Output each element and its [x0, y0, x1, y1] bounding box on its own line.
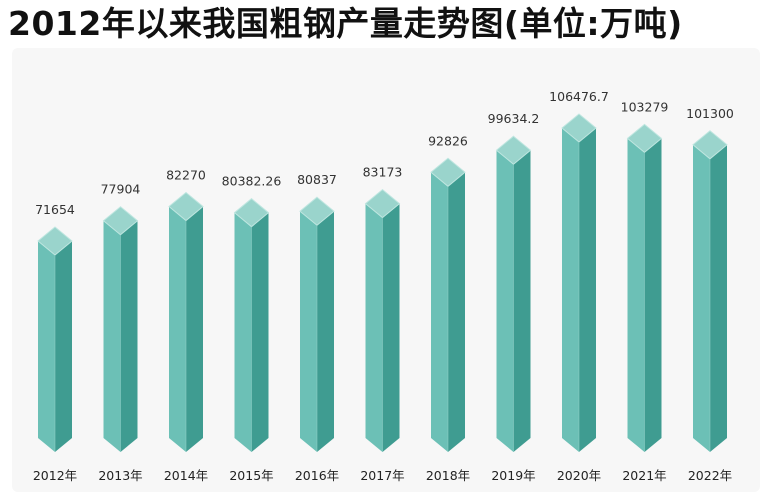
bar-side-face — [579, 128, 596, 452]
value-label: 80382.26 — [222, 174, 282, 189]
year-label: 2014年 — [164, 468, 208, 483]
bar-side-face — [120, 220, 138, 452]
year-label: 2019年 — [491, 468, 535, 483]
year-label: 2017年 — [360, 468, 404, 483]
bar-front-face — [562, 128, 579, 452]
year-labels-layer: 2012年 2013年 2014年 2015年 2016年 2017年 2018年 2019年… — [33, 468, 732, 483]
year-label: 2020年 — [557, 468, 601, 483]
bar-side-face — [251, 212, 269, 452]
value-label: 77904 — [101, 182, 141, 197]
bar-side-face — [710, 144, 727, 452]
year-label: 2016年 — [295, 468, 339, 483]
bar-2012年 — [37, 226, 73, 452]
bar-front-face — [300, 211, 317, 452]
bar-2019年 — [495, 135, 532, 452]
value-labels-layer: 71654 77904 82270 80382.26 80837 83173 92826 99… — [35, 89, 734, 217]
bar-side-face — [55, 241, 72, 452]
value-label: 101300 — [686, 106, 734, 121]
bar-front-face — [365, 203, 383, 452]
year-label: 2015年 — [229, 468, 273, 483]
bar-2015年 — [233, 198, 270, 452]
bar-2020年 — [561, 113, 597, 452]
bar-side-face — [513, 150, 531, 452]
value-label: 71654 — [35, 202, 75, 217]
bar-front-face — [103, 220, 121, 452]
value-label: 82270 — [166, 168, 206, 183]
bar-2014年 — [168, 191, 204, 452]
value-label: 80837 — [297, 172, 337, 187]
year-label: 2013年 — [98, 468, 142, 483]
year-label: 2012年 — [33, 468, 77, 483]
bar-side-face — [317, 211, 334, 452]
bar-front-face — [627, 138, 645, 452]
value-label: 106476.7 — [549, 89, 609, 104]
bar-2018年 — [430, 157, 466, 452]
year-label: 2022年 — [688, 468, 732, 483]
bar-side-face — [644, 138, 662, 452]
bars-layer — [37, 113, 728, 452]
value-label: 83173 — [363, 165, 403, 180]
bar-front-face — [169, 206, 186, 452]
value-label: 99634.2 — [488, 111, 540, 126]
chart-title: 2012年以来我国粗钢产量走势图(单位:万吨) — [8, 4, 683, 43]
bar-2016年 — [299, 196, 335, 452]
value-label: 92826 — [428, 133, 468, 148]
bar-front-face — [234, 212, 252, 452]
bar-side-face — [186, 206, 203, 452]
bar-side-face — [382, 203, 400, 452]
bar-front-face — [693, 144, 710, 452]
bar-side-face — [448, 172, 465, 452]
bar-2022年 — [692, 130, 728, 452]
year-label: 2021年 — [622, 468, 666, 483]
bar-2017年 — [364, 188, 401, 452]
bar-front-face — [431, 172, 448, 452]
year-label: 2018年 — [426, 468, 470, 483]
bar-front-face — [38, 241, 55, 452]
bar-front-face — [496, 150, 514, 452]
value-label: 103279 — [621, 99, 669, 114]
bar-2013年 — [102, 206, 139, 452]
bar-2021年 — [626, 123, 663, 452]
